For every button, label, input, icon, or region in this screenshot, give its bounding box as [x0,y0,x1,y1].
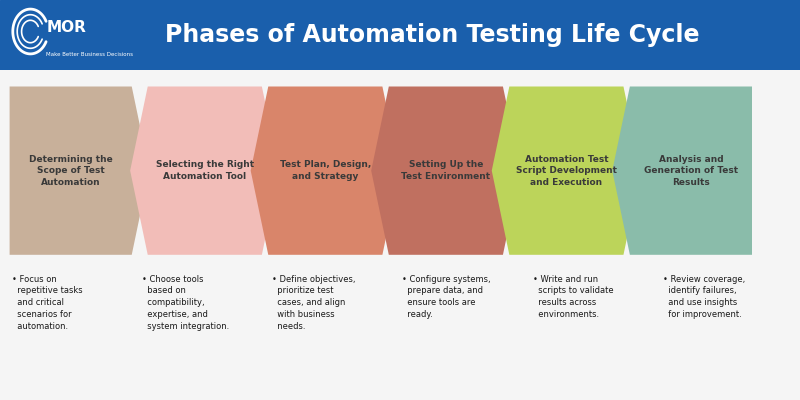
Polygon shape [10,86,150,255]
Text: Phases of Automation Testing Life Cycle: Phases of Automation Testing Life Cycle [165,23,699,47]
Polygon shape [371,86,521,255]
Text: • Write and run
  scripts to validate
  results across
  environments.: • Write and run scripts to validate resu… [533,274,613,319]
Text: Setting Up the
Test Environment: Setting Up the Test Environment [402,160,490,181]
Text: • Focus on
  repetitive tasks
  and critical
  scenarios for
  automation.: • Focus on repetitive tasks and critical… [12,274,82,331]
Text: Test Plan, Design,
and Strategy: Test Plan, Design, and Strategy [280,160,371,181]
Text: • Define objectives,
  prioritize test
  cases, and align
  with business
  need: • Define objectives, prioritize test cas… [272,274,356,331]
Text: Make Better Business Decisions: Make Better Business Decisions [46,52,134,57]
Text: • Choose tools
  based on
  compatibility,
  expertise, and
  system integration: • Choose tools based on compatibility, e… [142,274,230,331]
Text: • Configure systems,
  prepare data, and
  ensure tools are
  ready.: • Configure systems, prepare data, and e… [402,274,491,319]
Text: • Review coverage,
  identify failures,
  and use insights
  for improvement.: • Review coverage, identify failures, an… [662,274,745,319]
Text: Automation Test
Script Development
and Execution: Automation Test Script Development and E… [516,155,617,186]
Polygon shape [250,86,400,255]
Polygon shape [612,86,752,255]
Text: Selecting the Right
Automation Tool: Selecting the Right Automation Tool [156,160,254,181]
Polygon shape [130,86,279,255]
Text: Determining the
Scope of Test
Automation: Determining the Scope of Test Automation [29,155,113,186]
Polygon shape [492,86,641,255]
Text: Analysis and
Generation of Test
Results: Analysis and Generation of Test Results [644,155,738,186]
Text: MOR: MOR [46,20,86,36]
